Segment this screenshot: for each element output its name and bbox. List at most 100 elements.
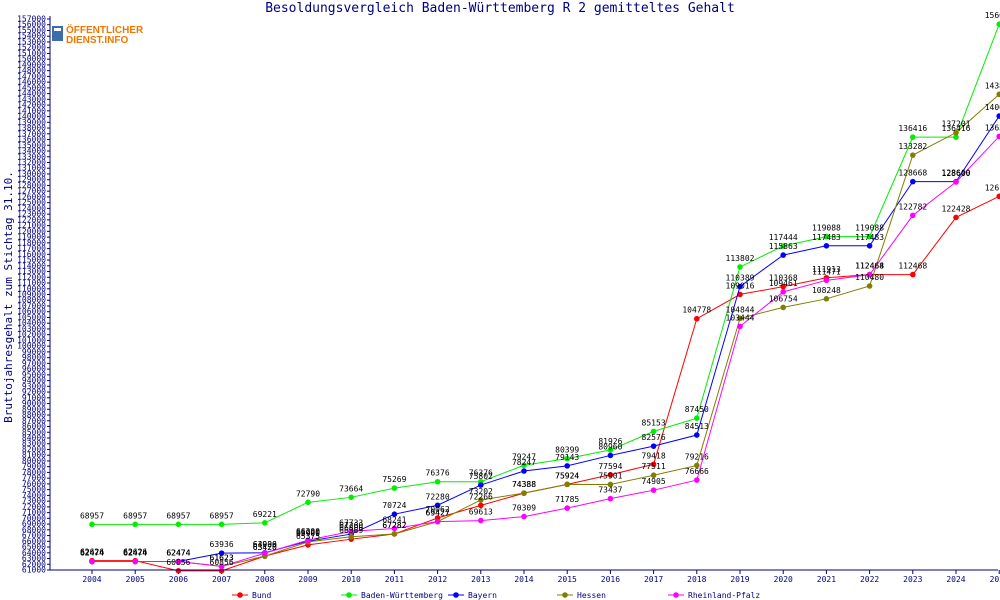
- data-point: [780, 283, 786, 290]
- data-label: 106754: [769, 294, 798, 303]
- data-point: [175, 568, 182, 574]
- y-tick-label: 78000: [22, 468, 46, 477]
- x-tick-label: 2006: [169, 575, 188, 584]
- data-point: [262, 550, 268, 556]
- y-tick-label: 107000: [17, 301, 46, 310]
- x-tick-label: 2007: [212, 575, 231, 584]
- y-tick-label: 84000: [22, 433, 46, 442]
- data-label: 76666: [685, 467, 709, 476]
- data-label: 65375: [296, 532, 320, 541]
- data-label: 63420: [253, 543, 277, 552]
- data-label: 112468: [898, 262, 927, 271]
- data-point: [434, 502, 441, 509]
- data-label: 61623: [210, 553, 234, 562]
- y-tick-label: 119000: [17, 233, 46, 242]
- data-point: [694, 315, 700, 322]
- data-label: 62626: [123, 548, 147, 557]
- y-tick-label: 155000: [17, 26, 46, 35]
- data-point: [996, 113, 1000, 119]
- legend: Bund Baden-Württemberg Bayern Hessen Rheinla…: [232, 591, 760, 600]
- y-tick-label: 106000: [17, 307, 46, 316]
- y-tick-label: 67000: [22, 531, 46, 540]
- data-label: 62474: [166, 549, 190, 558]
- y-tick-label: 127000: [17, 187, 46, 196]
- data-label: 109461: [769, 279, 798, 288]
- data-point: [521, 490, 527, 496]
- data-point: [391, 531, 398, 537]
- data-point: [478, 502, 484, 509]
- data-point: [910, 152, 916, 158]
- data-point: [953, 214, 959, 221]
- series-3: [89, 91, 1000, 570]
- data-label: 65900: [296, 529, 320, 538]
- y-tick-label: 63000: [22, 554, 46, 563]
- data-label: 80399: [555, 446, 579, 455]
- data-label: 136416: [898, 124, 927, 133]
- data-label: 76376: [469, 469, 493, 478]
- data-label: 73664: [339, 484, 363, 493]
- y-tick-label: 138000: [17, 124, 46, 133]
- data-label: 128600: [942, 169, 971, 178]
- y-tick-label: 81000: [22, 451, 46, 460]
- x-tick-label: 2024: [946, 575, 965, 584]
- y-tick-label: 147000: [17, 72, 46, 81]
- y-tick-label: 118000: [17, 238, 46, 247]
- data-label: 77594: [598, 462, 622, 471]
- y-tick-label: 120000: [17, 227, 46, 236]
- data-label: 66800: [339, 524, 363, 533]
- y-tick-label: 154000: [17, 32, 46, 41]
- data-point: [823, 233, 830, 240]
- y-tick-label: 83000: [22, 439, 46, 448]
- legend-label: Bayern: [468, 591, 497, 600]
- y-tick-label: 129000: [17, 175, 46, 184]
- x-tick-label: 2012: [428, 575, 447, 584]
- data-label: 112468: [855, 262, 884, 271]
- y-tick-label: 152000: [17, 43, 46, 52]
- data-point: [478, 497, 484, 503]
- data-label: 126100: [985, 183, 1000, 192]
- data-label: 113802: [726, 254, 755, 263]
- data-label: 133282: [898, 142, 927, 151]
- data-label: 79143: [555, 453, 579, 462]
- data-label: 62474: [80, 549, 104, 558]
- data-point: [391, 511, 398, 517]
- y-tick-label: 133000: [17, 152, 46, 161]
- y-tick-label: 100000: [17, 342, 46, 351]
- data-point: [910, 271, 916, 278]
- data-point: [564, 505, 570, 511]
- data-point: [564, 463, 570, 469]
- x-tick-label: 2004: [82, 575, 101, 584]
- y-tick-label: 135000: [17, 141, 46, 150]
- data-label: 122428: [942, 204, 971, 213]
- x-tick-label: 2018: [687, 575, 706, 584]
- data-label: 111471: [812, 267, 841, 276]
- data-point: [780, 304, 786, 311]
- data-point: [737, 264, 743, 270]
- y-tick-label: 72000: [22, 502, 46, 511]
- data-point: [175, 521, 182, 528]
- data-label: 70724: [382, 501, 406, 510]
- y-tick-label: 141000: [17, 106, 46, 115]
- x-tick-label: 2011: [385, 575, 404, 584]
- data-label: 117483: [855, 233, 884, 242]
- y-tick-label: 144000: [17, 89, 46, 98]
- y-tick-label: 113000: [17, 267, 46, 276]
- data-label: 79247: [512, 452, 536, 461]
- legend-label: Hessen: [577, 591, 606, 600]
- data-label: 119088: [812, 224, 841, 233]
- y-tick-label: 157000: [17, 15, 46, 24]
- y-tick-label: 80000: [22, 456, 46, 465]
- data-point: [996, 193, 1000, 200]
- x-tick-label: 2017: [644, 575, 663, 584]
- data-label: 128668: [898, 169, 927, 178]
- data-point: [607, 481, 614, 488]
- data-label: 69427: [426, 509, 450, 518]
- y-tick-label: 132000: [17, 158, 46, 167]
- data-point: [780, 243, 786, 249]
- y-tick-label: 111000: [17, 279, 46, 288]
- y-tick-label: 71000: [22, 508, 46, 517]
- data-label: 74388: [512, 480, 536, 489]
- data-point: [305, 499, 311, 506]
- legend-swatch-marker: [346, 592, 352, 598]
